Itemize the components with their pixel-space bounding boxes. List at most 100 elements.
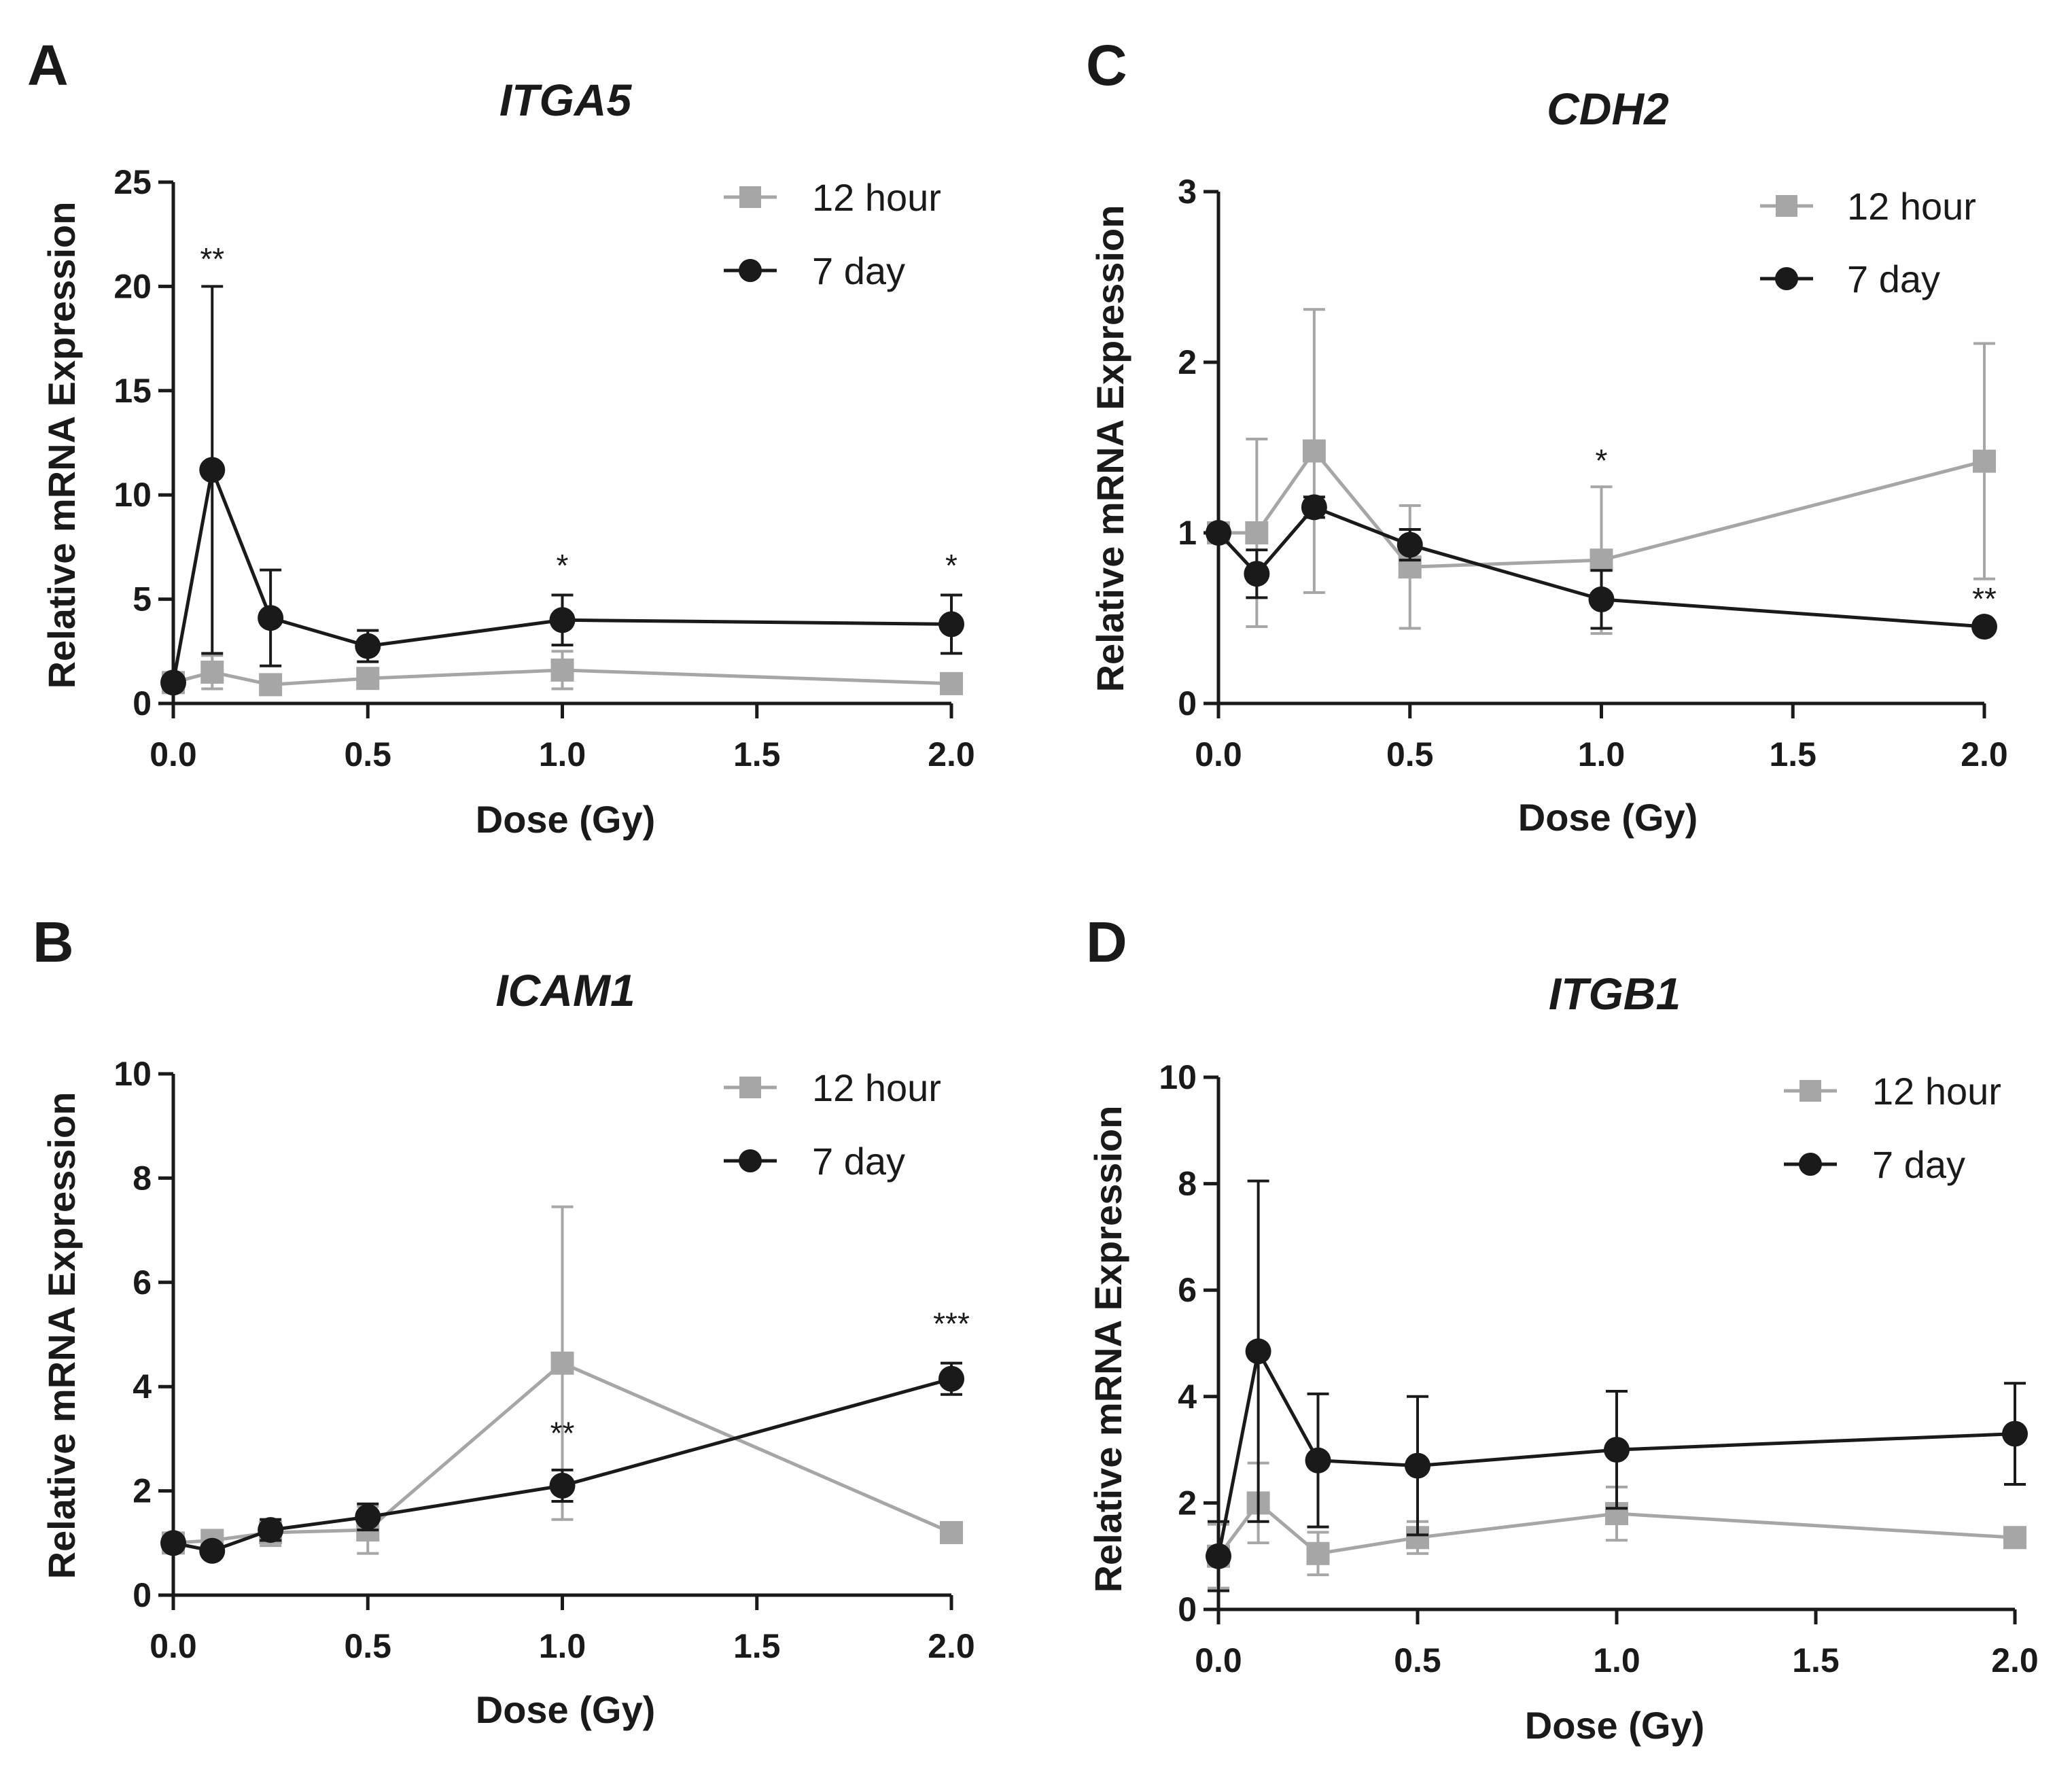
y-tick-label: 5: [133, 580, 152, 618]
panel-letter: A: [27, 33, 69, 97]
y-tick-label: 15: [113, 372, 152, 410]
data-point-7d: [1405, 1452, 1430, 1479]
x-axis-title: Dose (Gy): [476, 1688, 656, 1731]
x-tick-label: 0.5: [1394, 1641, 1441, 1679]
data-point-12h: [1306, 1541, 1330, 1565]
legend-label-12h: 12 hour: [812, 1066, 941, 1109]
legend: 12 hour 7 day: [724, 176, 941, 292]
data-point-7d: [258, 605, 284, 631]
data-point-12h: [940, 671, 963, 695]
data-point-12h: [1302, 439, 1326, 463]
y-tick-label: 8: [1178, 1165, 1197, 1203]
y-axis-title: Relative mRNA Expression: [40, 202, 83, 689]
legend: 12 hour 7 day: [1784, 1070, 2001, 1186]
panel-c: C CDH2 Relative mRNA Expression Dose (Gy…: [1086, 33, 2008, 839]
legend: 12 hour 7 day: [724, 1066, 941, 1183]
y-tick-label: 4: [133, 1367, 152, 1406]
x-tick-label: 2.0: [1991, 1641, 2039, 1679]
x-tick-label: 2.0: [1961, 735, 2008, 773]
data-point-7d: [199, 1537, 226, 1564]
significance-annotation: *: [945, 548, 958, 583]
y-axis-title: Relative mRNA Expression: [1089, 205, 1131, 693]
data-point-7d: [160, 669, 186, 696]
data-point-12h: [259, 673, 283, 697]
x-axis-title: Dose (Gy): [476, 798, 656, 841]
data-point-12h: [1590, 548, 1613, 572]
data-point-7d: [199, 457, 226, 483]
y-tick-label: 6: [133, 1263, 152, 1302]
data-point-7d: [1244, 561, 1270, 587]
y-tick-label: 0: [1178, 1590, 1197, 1628]
data-point-12h: [550, 658, 574, 682]
panel-letter: C: [1086, 33, 1127, 97]
data-point-7d: [160, 1530, 186, 1556]
x-axis-title: Dose (Gy): [1518, 796, 1698, 839]
data-point-12h: [200, 660, 224, 684]
panel-b: B ICAM1 Relative mRNA Expression Dose (G…: [33, 910, 975, 1731]
y-tick-label: 4: [1178, 1378, 1197, 1416]
x-tick-label: 2.0: [928, 735, 975, 773]
legend-label-7d: 7 day: [812, 249, 905, 292]
y-tick-label: 10: [1159, 1058, 1197, 1096]
data-point-7d: [1301, 494, 1327, 521]
x-tick-label: 0.0: [150, 735, 197, 773]
panel-letter: D: [1086, 910, 1127, 974]
data-point-12h: [1245, 521, 1269, 544]
y-tick-label: 0: [133, 1576, 152, 1614]
significance-annotation: *: [557, 548, 569, 583]
y-tick-label: 0: [133, 684, 152, 722]
data-point-7d: [1305, 1447, 1331, 1473]
data-point-7d: [1604, 1437, 1630, 1463]
panel-letter: B: [33, 910, 74, 974]
y-tick-label: 1: [1178, 514, 1197, 552]
data-point-12h: [550, 1351, 574, 1375]
y-tick-label: 10: [113, 1055, 152, 1093]
data-point-7d: [258, 1517, 284, 1543]
legend-label-12h: 12 hour: [812, 176, 941, 219]
legend: 12 hour 7 day: [1760, 185, 1976, 300]
x-tick-label: 1.0: [1593, 1641, 1640, 1679]
data-point-7d: [355, 1503, 381, 1530]
data-point-7d: [1971, 614, 1997, 640]
y-tick-label: 8: [133, 1159, 152, 1197]
significance-annotation: **: [550, 1416, 575, 1451]
panel-a: A ITGA5 Relative mRNA Expression Dose (G…: [27, 33, 975, 841]
legend-label-7d: 7 day: [812, 1140, 905, 1183]
data-point-12h: [1973, 449, 1996, 473]
y-tick-label: 0: [1178, 684, 1197, 722]
chart-title: ITGA5: [499, 75, 633, 125]
y-tick-label: 3: [1178, 173, 1197, 211]
data-point-7d: [1588, 586, 1615, 612]
x-tick-label: 1.0: [539, 1627, 586, 1665]
x-axis-title: Dose (Gy): [1525, 1704, 1705, 1747]
data-point-7d: [549, 1472, 576, 1499]
chart-title: ICAM1: [495, 965, 635, 1015]
data-point-7d: [549, 607, 576, 633]
x-tick-label: 1.5: [733, 1627, 781, 1665]
significance-annotation: **: [1972, 581, 1997, 616]
y-tick-label: 25: [113, 163, 152, 201]
data-point-12h: [356, 667, 380, 691]
data-point-7d: [1206, 520, 1231, 546]
data-point-7d: [1206, 1543, 1231, 1569]
y-tick-label: 2: [1178, 1484, 1197, 1522]
data-point-7d: [355, 633, 381, 659]
data-point-7d: [1397, 531, 1423, 558]
x-tick-label: 0.5: [344, 1627, 391, 1665]
data-point-12h: [2003, 1526, 2026, 1550]
x-tick-label: 2.0: [928, 1627, 975, 1665]
data-point-7d: [2002, 1420, 2028, 1447]
series-line-7d: [1216, 1346, 2016, 1557]
legend-label-7d: 7 day: [1847, 258, 1940, 300]
y-axis-title: Relative mRNA Expression: [40, 1092, 83, 1580]
significance-annotation: **: [200, 241, 224, 277]
y-tick-label: 6: [1178, 1271, 1197, 1309]
x-tick-label: 0.0: [150, 1627, 197, 1665]
data-point-7d: [938, 611, 964, 638]
legend-label-12h: 12 hour: [1847, 185, 1976, 228]
data-point-7d: [1245, 1338, 1271, 1365]
